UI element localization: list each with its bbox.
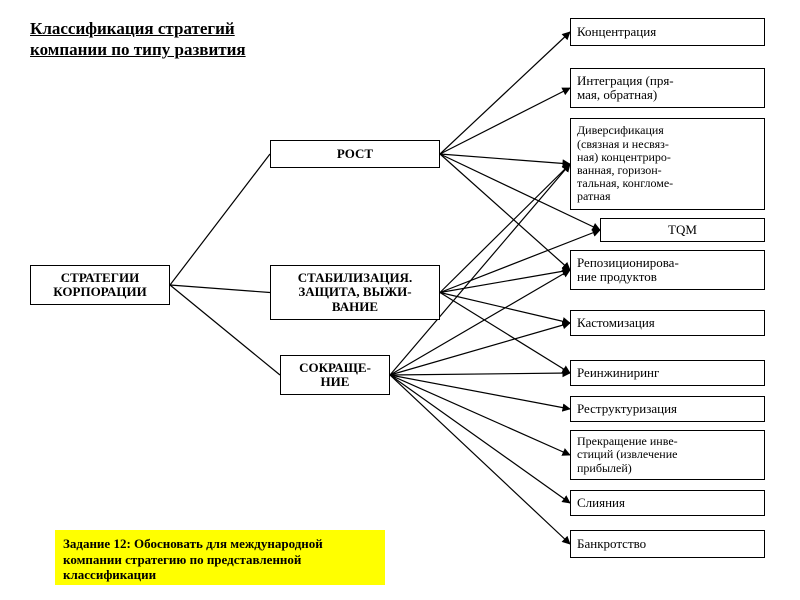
node-label: Диверсификация(связная и несвяз-ная) кон… <box>577 124 673 203</box>
node-restructuring: Реструктуризация <box>570 396 765 422</box>
node-label: Репозиционирова-ние продуктов <box>577 256 679 285</box>
node-concentration: Концентрация <box>570 18 765 46</box>
node-label: СОКРАЩЕ-НИЕ <box>299 361 371 390</box>
node-label: Концентрация <box>577 25 656 39</box>
node-integration: Интеграция (пря-мая, обратная) <box>570 68 765 108</box>
node-reengineering: Реинжиниринг <box>570 360 765 386</box>
node-stabilization: СТАБИЛИЗАЦИЯ.ЗАЩИТА, ВЫЖИ-ВАНИЕ <box>270 265 440 320</box>
node-label: РОСТ <box>337 147 373 161</box>
node-root: СТРАТЕГИИКОРПОРАЦИИ <box>30 265 170 305</box>
node-reduction: СОКРАЩЕ-НИЕ <box>280 355 390 395</box>
node-tqm: TQM <box>600 218 765 242</box>
node-label: Слияния <box>577 496 625 510</box>
task-note: Задание 12: Обосновать для международной… <box>55 530 385 585</box>
node-label: Реинжиниринг <box>577 366 659 380</box>
diagram-canvas: { "diagram": { "type": "tree", "backgrou… <box>0 0 800 600</box>
node-label: Интеграция (пря-мая, обратная) <box>577 74 674 103</box>
node-repositioning: Репозиционирова-ние продуктов <box>570 250 765 290</box>
node-diversification: Диверсификация(связная и несвяз-ная) кон… <box>570 118 765 210</box>
node-label: Реструктуризация <box>577 402 677 416</box>
node-label: СТАБИЛИЗАЦИЯ.ЗАЩИТА, ВЫЖИ-ВАНИЕ <box>298 271 412 314</box>
node-divestment: Прекращение инве-стиций (извлечениеприбы… <box>570 430 765 480</box>
node-label: Банкротство <box>577 537 646 551</box>
node-customization: Кастомизация <box>570 310 765 336</box>
node-label: TQM <box>668 223 697 237</box>
node-label: Кастомизация <box>577 316 655 330</box>
node-growth: РОСТ <box>270 140 440 168</box>
node-mergers: Слияния <box>570 490 765 516</box>
node-label: Прекращение инве-стиций (извлечениеприбы… <box>577 435 678 475</box>
node-bankruptcy: Банкротство <box>570 530 765 558</box>
diagram-title: Классификация стратегийкомпании по типу … <box>30 18 246 61</box>
node-label: СТРАТЕГИИКОРПОРАЦИИ <box>53 271 146 300</box>
